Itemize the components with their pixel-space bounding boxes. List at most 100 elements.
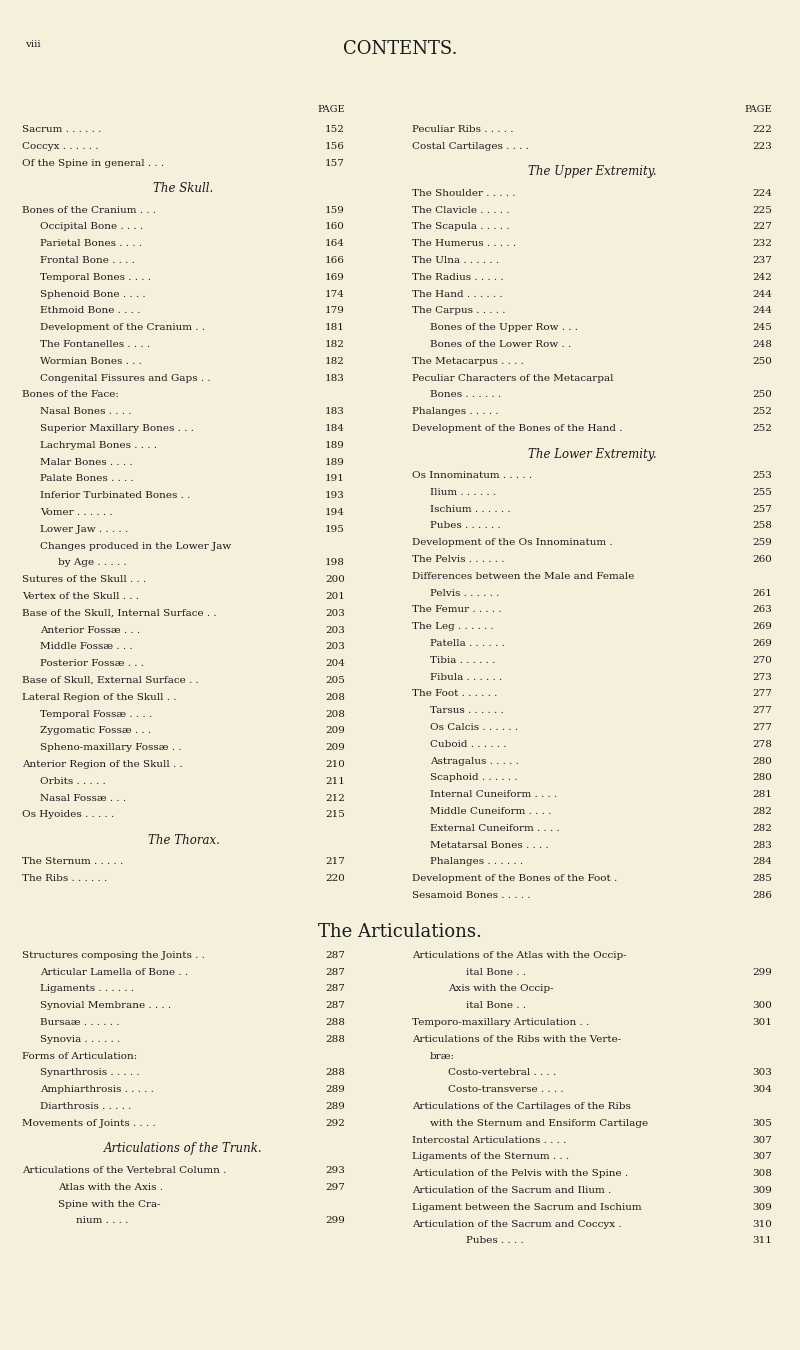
Text: Cuboid . . . . . .: Cuboid . . . . . . [430, 740, 506, 749]
Text: 259: 259 [752, 539, 772, 547]
Text: 270: 270 [752, 656, 772, 666]
Text: Movements of Joints . . . .: Movements of Joints . . . . [22, 1119, 156, 1127]
Text: 250: 250 [752, 390, 772, 400]
Text: 300: 300 [752, 1002, 772, 1010]
Text: Frontal Bone . . . .: Frontal Bone . . . . [40, 256, 135, 265]
Text: Of the Spine in general . . .: Of the Spine in general . . . [22, 158, 164, 167]
Text: 217: 217 [325, 857, 345, 867]
Text: Scaphoid . . . . . .: Scaphoid . . . . . . [430, 774, 518, 783]
Text: 209: 209 [325, 744, 345, 752]
Text: 169: 169 [325, 273, 345, 282]
Text: 303: 303 [752, 1068, 772, 1077]
Text: 253: 253 [752, 471, 772, 481]
Text: Middle Cuneiform . . . .: Middle Cuneiform . . . . [430, 807, 551, 817]
Text: Ligaments . . . . . .: Ligaments . . . . . . [40, 984, 134, 994]
Text: Phalanges . . . . .: Phalanges . . . . . [412, 408, 498, 416]
Text: 293: 293 [325, 1166, 345, 1174]
Text: Structures composing the Joints . .: Structures composing the Joints . . [22, 950, 205, 960]
Text: The Lower Extremity.: The Lower Extremity. [528, 448, 656, 460]
Text: Sphenoid Bone . . . .: Sphenoid Bone . . . . [40, 290, 146, 298]
Text: 244: 244 [752, 306, 772, 316]
Text: viii: viii [25, 40, 41, 49]
Text: Patella . . . . . .: Patella . . . . . . [430, 639, 505, 648]
Text: 311: 311 [752, 1237, 772, 1246]
Text: External Cuneiform . . . .: External Cuneiform . . . . [430, 824, 560, 833]
Text: Base of Skull, External Surface . .: Base of Skull, External Surface . . [22, 676, 198, 684]
Text: 166: 166 [325, 256, 345, 265]
Text: 309: 309 [752, 1187, 772, 1195]
Text: Costo-transverse . . . .: Costo-transverse . . . . [448, 1085, 564, 1095]
Text: 244: 244 [752, 290, 772, 298]
Text: Nasal Fossæ . . .: Nasal Fossæ . . . [40, 794, 126, 803]
Text: Superior Maxillary Bones . . .: Superior Maxillary Bones . . . [40, 424, 194, 433]
Text: 225: 225 [752, 205, 772, 215]
Text: 227: 227 [752, 223, 772, 231]
Text: 248: 248 [752, 340, 772, 350]
Text: Development of the Cranium . .: Development of the Cranium . . [40, 323, 205, 332]
Text: Lateral Region of the Skull . .: Lateral Region of the Skull . . [22, 693, 177, 702]
Text: PAGE: PAGE [318, 105, 345, 113]
Text: Congenital Fissures and Gaps . .: Congenital Fissures and Gaps . . [40, 374, 210, 382]
Text: PAGE: PAGE [744, 105, 772, 113]
Text: Sesamoid Bones . . . . .: Sesamoid Bones . . . . . [412, 891, 530, 900]
Text: 278: 278 [752, 740, 772, 749]
Text: Temporal Fossæ . . . .: Temporal Fossæ . . . . [40, 710, 152, 718]
Text: Peculiar Characters of the Metacarpal: Peculiar Characters of the Metacarpal [412, 374, 614, 382]
Text: The Pelvis . . . . . .: The Pelvis . . . . . . [412, 555, 505, 564]
Text: 255: 255 [752, 487, 772, 497]
Text: Anterior Region of the Skull . .: Anterior Region of the Skull . . [22, 760, 182, 770]
Text: 307: 307 [752, 1135, 772, 1145]
Text: Sutures of the Skull . . .: Sutures of the Skull . . . [22, 575, 146, 585]
Text: Costo-vertebral . . . .: Costo-vertebral . . . . [448, 1068, 556, 1077]
Text: 277: 277 [752, 690, 772, 698]
Text: 252: 252 [752, 424, 772, 433]
Text: Axis with the Occip-: Axis with the Occip- [448, 984, 554, 994]
Text: Costal Cartilages . . . .: Costal Cartilages . . . . [412, 142, 529, 151]
Text: 193: 193 [325, 491, 345, 501]
Text: Intercostal Articulations . . . .: Intercostal Articulations . . . . [412, 1135, 566, 1145]
Text: 242: 242 [752, 273, 772, 282]
Text: Development of the Bones of the Foot .: Development of the Bones of the Foot . [412, 875, 618, 883]
Text: Peculiar Ribs . . . . .: Peculiar Ribs . . . . . [412, 126, 514, 134]
Text: 211: 211 [325, 776, 345, 786]
Text: Differences between the Male and Female: Differences between the Male and Female [412, 572, 634, 580]
Text: 224: 224 [752, 189, 772, 198]
Text: Inferior Turbinated Bones . .: Inferior Turbinated Bones . . [40, 491, 190, 501]
Text: Articulations of the Atlas with the Occip-: Articulations of the Atlas with the Occi… [412, 950, 626, 960]
Text: Wormian Bones . . .: Wormian Bones . . . [40, 356, 142, 366]
Text: 277: 277 [752, 724, 772, 732]
Text: The Ulna . . . . . .: The Ulna . . . . . . [412, 256, 499, 265]
Text: The Thorax.: The Thorax. [147, 834, 219, 846]
Text: Spine with the Cra-: Spine with the Cra- [58, 1200, 161, 1208]
Text: Articulation of the Sacrum and Ilium .: Articulation of the Sacrum and Ilium . [412, 1187, 611, 1195]
Text: Metatarsal Bones . . . .: Metatarsal Bones . . . . [430, 841, 549, 849]
Text: Ilium . . . . . .: Ilium . . . . . . [430, 487, 496, 497]
Text: The Skull.: The Skull. [154, 182, 214, 196]
Text: Fibula . . . . . .: Fibula . . . . . . [430, 672, 502, 682]
Text: 292: 292 [325, 1119, 345, 1127]
Text: 179: 179 [325, 306, 345, 316]
Text: Lower Jaw . . . . .: Lower Jaw . . . . . [40, 525, 128, 533]
Text: 287: 287 [325, 950, 345, 960]
Text: 204: 204 [325, 659, 345, 668]
Text: 245: 245 [752, 323, 772, 332]
Text: Forms of Articulation:: Forms of Articulation: [22, 1052, 138, 1061]
Text: 209: 209 [325, 726, 345, 736]
Text: Articulations of the Ribs with the Verte-: Articulations of the Ribs with the Verte… [412, 1035, 622, 1044]
Text: 288: 288 [325, 1068, 345, 1077]
Text: 261: 261 [752, 589, 772, 598]
Text: The Humerus . . . . .: The Humerus . . . . . [412, 239, 516, 248]
Text: 289: 289 [325, 1085, 345, 1095]
Text: 232: 232 [752, 239, 772, 248]
Text: 277: 277 [752, 706, 772, 716]
Text: Amphiarthrosis . . . . .: Amphiarthrosis . . . . . [40, 1085, 154, 1095]
Text: bræ:: bræ: [430, 1052, 455, 1061]
Text: Diarthrosis . . . . .: Diarthrosis . . . . . [40, 1102, 131, 1111]
Text: 237: 237 [752, 256, 772, 265]
Text: 309: 309 [752, 1203, 772, 1212]
Text: Ligament between the Sacrum and Ischium: Ligament between the Sacrum and Ischium [412, 1203, 642, 1212]
Text: 305: 305 [752, 1119, 772, 1127]
Text: The Leg . . . . . .: The Leg . . . . . . [412, 622, 494, 632]
Text: 282: 282 [752, 807, 772, 817]
Text: The Shoulder . . . . .: The Shoulder . . . . . [412, 189, 515, 198]
